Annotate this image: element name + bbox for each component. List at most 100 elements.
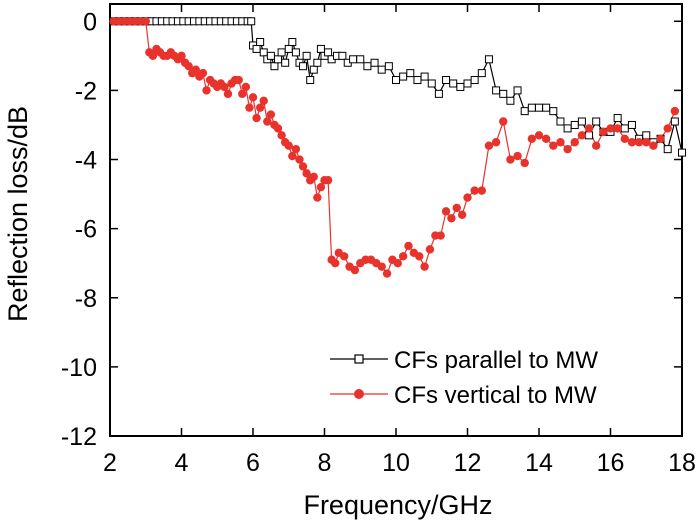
data-point-parallel <box>556 117 565 126</box>
data-point-parallel <box>570 120 579 129</box>
data-point-parallel <box>363 62 372 71</box>
data-point-parallel <box>463 79 472 88</box>
data-point-vertical <box>277 131 286 140</box>
legend-item-parallel: CFs parallel to MW <box>330 347 598 374</box>
data-point-vertical <box>620 134 629 143</box>
data-point-parallel <box>642 131 651 140</box>
data-point-parallel <box>270 62 279 71</box>
data-point-vertical <box>393 259 402 268</box>
data-point-parallel <box>406 69 415 78</box>
data-point-vertical <box>556 138 565 147</box>
data-point-parallel <box>456 82 465 91</box>
data-point-parallel <box>252 44 261 53</box>
x-tick-label: 4 <box>175 449 189 477</box>
data-point-vertical <box>252 113 261 123</box>
data-point-parallel <box>392 76 400 85</box>
x-tick-label: 6 <box>246 449 260 477</box>
data-point-vertical <box>577 131 587 140</box>
data-point-vertical <box>499 117 508 126</box>
data-point-vertical <box>599 127 608 137</box>
data-point-vertical <box>656 134 665 143</box>
data-point-parallel <box>370 58 379 67</box>
data-point-vertical <box>331 259 340 268</box>
x-axis-label: Frequency/GHz <box>303 490 492 520</box>
data-point-vertical <box>255 103 265 112</box>
data-point-vertical <box>223 89 233 99</box>
data-point-parallel <box>266 51 275 60</box>
data-point-parallel <box>620 124 629 133</box>
data-point-parallel <box>302 51 311 60</box>
data-point-parallel <box>324 48 333 57</box>
data-point-parallel <box>256 38 265 47</box>
legend-item-vertical: CFs vertical to MW <box>330 382 597 409</box>
data-point-parallel <box>277 48 286 57</box>
data-point-parallel <box>484 55 493 64</box>
data-point-vertical <box>415 252 424 261</box>
data-point-vertical <box>584 124 594 133</box>
legend: CFs parallel to MW CFs vertical to MW <box>330 347 598 409</box>
x-tick-label: 8 <box>318 449 332 477</box>
data-point-vertical <box>452 203 461 213</box>
data-point-parallel <box>585 131 594 140</box>
data-point-vertical <box>234 75 243 85</box>
data-point-parallel <box>449 79 458 88</box>
data-point-parallel <box>349 55 358 64</box>
data-point-vertical <box>606 124 615 133</box>
data-point-parallel <box>291 48 300 57</box>
data-point-vertical <box>520 158 529 168</box>
data-point-vertical <box>245 103 254 112</box>
legend-marker-vertical <box>354 389 364 399</box>
data-point-parallel <box>259 48 268 57</box>
data-point-vertical <box>663 124 672 133</box>
data-point-vertical <box>382 269 392 278</box>
data-point-parallel <box>470 76 479 85</box>
data-point-vertical <box>649 141 658 150</box>
data-point-vertical <box>570 138 579 147</box>
data-point-parallel <box>274 55 283 64</box>
data-point-vertical <box>670 106 680 116</box>
data-point-parallel <box>535 103 543 112</box>
data-point-parallel <box>399 72 408 81</box>
data-point-vertical <box>441 207 451 216</box>
data-point-parallel <box>288 38 297 47</box>
data-point-vertical <box>291 144 301 154</box>
x-tick-label: 10 <box>382 449 410 477</box>
data-point-vertical <box>198 68 208 78</box>
data-point-parallel <box>513 86 522 95</box>
x-tick-label: 14 <box>525 449 553 477</box>
data-point-parallel <box>284 44 293 53</box>
data-point-vertical <box>323 176 333 185</box>
data-point-parallel <box>427 79 436 88</box>
data-point-vertical <box>506 155 515 164</box>
x-tick-label: 12 <box>454 449 482 477</box>
x-tick-label: 2 <box>103 449 117 477</box>
y-tick-label: 0 <box>83 8 97 36</box>
data-point-parallel <box>577 117 586 126</box>
data-point-vertical <box>339 252 349 261</box>
y-tick-label: -12 <box>61 423 97 451</box>
data-point-vertical <box>302 169 311 178</box>
data-point-vertical <box>477 186 486 195</box>
series-markers <box>109 17 686 278</box>
data-point-vertical <box>259 96 268 105</box>
y-tick-labels: 0 -2 -4 -6 -8 -10 -12 <box>61 8 97 451</box>
data-point-parallel <box>377 65 386 74</box>
data-point-vertical <box>627 138 637 147</box>
legend-label-vertical: CFs vertical to MW <box>394 382 597 409</box>
data-point-vertical <box>470 186 479 195</box>
legend-marker-parallel <box>354 354 364 364</box>
data-point-parallel <box>520 107 529 116</box>
data-point-vertical <box>177 51 186 61</box>
data-point-vertical <box>377 262 386 271</box>
data-point-vertical <box>298 162 308 171</box>
data-point-parallel <box>413 76 422 85</box>
data-point-vertical <box>284 141 293 150</box>
data-point-parallel <box>627 120 636 129</box>
data-point-parallel <box>613 114 622 123</box>
y-tick-label: -8 <box>75 285 97 313</box>
data-point-vertical <box>398 252 408 261</box>
data-point-parallel <box>678 148 686 157</box>
data-point-vertical <box>313 193 322 202</box>
data-point-vertical <box>309 172 318 181</box>
data-point-vertical <box>266 110 276 119</box>
